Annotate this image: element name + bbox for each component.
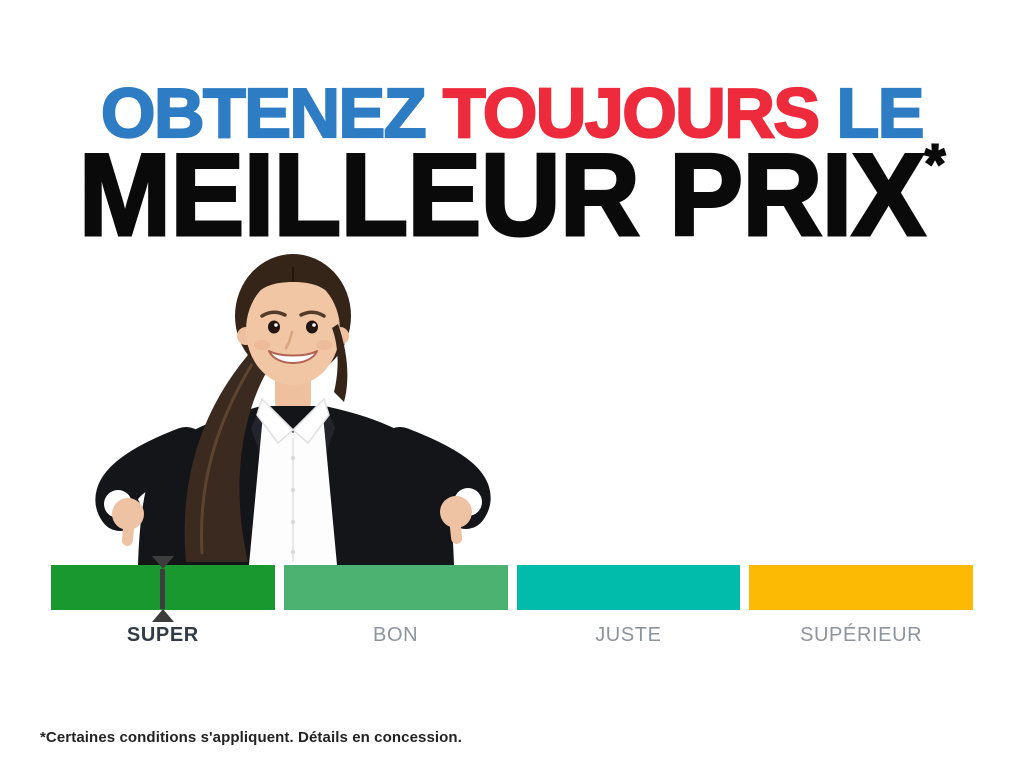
legal-footnote: *Certaines conditions s'appliquent. Déta…: [40, 729, 462, 746]
headline-word-obtenez: OBTENEZ: [100, 74, 443, 152]
gauge-label: SUPER: [126, 624, 199, 646]
price-gauge: SUPER BON JUSTE SUPÉRIE: [51, 556, 973, 647]
eyes: [268, 320, 280, 334]
ponytail-hair: [184, 348, 270, 562]
marker-stem: [160, 569, 166, 609]
face: [246, 275, 340, 385]
left-hand: [112, 498, 144, 530]
headline-word-toujours: TOUJOURS: [442, 74, 821, 152]
gauge-marker: [151, 556, 174, 622]
smile: [268, 350, 318, 364]
right-hand: [440, 496, 472, 528]
eyebrows: [260, 310, 287, 318]
woman-pointing-down-illustration: [95, 254, 491, 565]
gauge-segment-super: SUPER: [51, 556, 275, 647]
marker-bottom-arrow-icon: [151, 609, 174, 622]
gauge-label: BON: [373, 624, 419, 646]
headline-word-le: LE: [818, 74, 925, 152]
gauge-bar: [749, 565, 973, 610]
marker-top-arrow-icon: [151, 556, 174, 569]
asterisk-mark: *: [924, 132, 947, 195]
gauge-segment-superieur: SUPÉRIEUR: [749, 565, 973, 647]
headline-line2: MEILLEUR PRIX*: [26, 135, 999, 255]
gauge-bar: [516, 565, 741, 610]
headline-meilleur-prix: MEILLEUR PRIX: [77, 129, 927, 260]
nose: [284, 330, 294, 350]
gauge-segment-bon: BON: [283, 565, 508, 647]
gauge-bar: [283, 565, 508, 610]
gauge-segment-juste: JUSTE: [516, 565, 741, 647]
headline-line1: OBTENEZ TOUJOURS LE: [0, 77, 1024, 149]
gauge-label: JUSTE: [595, 624, 662, 646]
gauge-label: SUPÉRIEUR: [800, 624, 923, 646]
